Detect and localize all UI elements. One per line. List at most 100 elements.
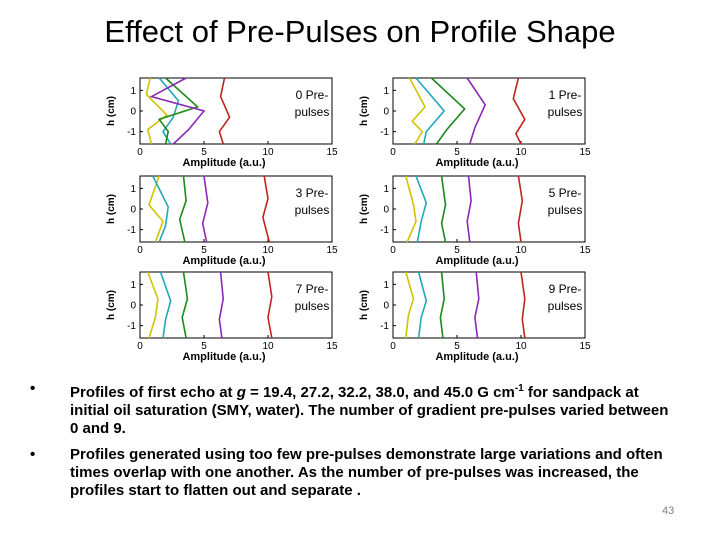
y-axis-label: h (cm): [359, 290, 370, 320]
y-tick-label: -1: [380, 225, 389, 236]
series-line: [430, 77, 466, 145]
series-line: [201, 175, 209, 243]
panel-label-line: pulses: [548, 203, 583, 217]
x-tick-label: 15: [579, 147, 591, 158]
bullet-text-part: = 19.4, 27.2, 32.2, 38.0, and 45.0 G cm: [245, 384, 515, 401]
x-tick-label: 10: [515, 147, 527, 158]
x-tick-label: 5: [454, 245, 460, 256]
x-tick-label: 0: [390, 341, 396, 352]
panel-label: 5 Pre-pulses: [548, 186, 583, 217]
x-tick-label: 10: [262, 341, 274, 352]
panel-label-line: pulses: [548, 299, 583, 313]
y-axis-label: h (cm): [106, 290, 117, 320]
y-tick-label: 0: [130, 205, 136, 216]
x-tick-label: 10: [262, 147, 274, 158]
y-tick-label: 1: [130, 86, 136, 97]
y-axis-label: h (cm): [106, 96, 117, 126]
panel-label-line: pulses: [295, 203, 330, 217]
series-line: [408, 77, 426, 145]
y-tick-label: 0: [383, 205, 389, 216]
panel-label-line: 5 Pre-: [549, 186, 582, 200]
y-tick-label: -1: [380, 127, 389, 138]
panel-label-line: 9 Pre-: [549, 282, 582, 296]
y-tick-label: 1: [130, 184, 136, 195]
bullet-text: Profiles generated using too few pre-pul…: [70, 446, 680, 500]
panel-label: 1 Pre-pulses: [548, 88, 583, 119]
panel-label-line: pulses: [295, 299, 330, 313]
x-tick-label: 0: [137, 245, 143, 256]
y-tick-label: 1: [383, 184, 389, 195]
series-line: [152, 175, 170, 243]
series-line: [405, 175, 417, 243]
series-line: [145, 77, 169, 145]
series-line: [178, 175, 187, 243]
x-axis-label: Amplitude (a.u.): [435, 255, 518, 267]
series-line: [267, 271, 273, 339]
panel-label-line: 3 Pre-: [296, 186, 329, 200]
y-tick-label: 1: [383, 280, 389, 291]
series-line: [474, 271, 480, 339]
x-axis-label: Amplitude (a.u.): [182, 255, 265, 267]
x-tick-label: 5: [454, 147, 460, 158]
x-tick-label: 15: [579, 341, 591, 352]
x-tick-label: 5: [201, 341, 207, 352]
y-tick-label: 0: [130, 301, 136, 312]
panel-label: 0 Pre-pulses: [295, 88, 330, 119]
plot-frame: [139, 77, 333, 145]
x-tick-label: 15: [579, 245, 591, 256]
series-line: [262, 175, 271, 243]
x-tick-label: 5: [454, 341, 460, 352]
x-tick-label: 0: [390, 147, 396, 158]
x-tick-label: 10: [262, 245, 274, 256]
y-axis-label: h (cm): [359, 96, 370, 126]
x-tick-label: 10: [515, 245, 527, 256]
x-tick-label: 0: [390, 245, 396, 256]
y-tick-label: -1: [127, 321, 136, 332]
bullet-text-part: g: [236, 384, 246, 401]
series-line: [146, 271, 159, 339]
x-tick-label: 15: [326, 341, 338, 352]
series-line: [218, 271, 225, 339]
series-line: [440, 175, 447, 243]
series-line: [512, 77, 526, 145]
y-axis-label: h (cm): [106, 194, 117, 224]
series-line: [466, 77, 487, 145]
x-tick-label: 0: [137, 341, 143, 352]
x-tick-label: 0: [137, 147, 143, 158]
x-axis-label: Amplitude (a.u.): [435, 157, 518, 169]
bullet-text: Profiles of first echo at g = 19.4, 27.2…: [70, 380, 680, 438]
x-tick-label: 5: [201, 147, 207, 158]
x-axis-label: Amplitude (a.u.): [182, 351, 265, 363]
series-line: [517, 175, 524, 243]
x-axis-label: Amplitude (a.u.): [435, 351, 518, 363]
panel-label-line: 1 Pre-: [549, 88, 582, 102]
series-line: [181, 271, 189, 339]
y-tick-label: 0: [383, 107, 389, 118]
series-line: [466, 175, 472, 243]
slide-number: 43: [662, 505, 675, 517]
series-line: [417, 271, 428, 339]
bullet-marker: •: [30, 380, 36, 397]
series-line: [158, 77, 180, 145]
series-line: [159, 271, 172, 339]
y-tick-label: 1: [383, 86, 389, 97]
series-line: [405, 271, 415, 339]
panel-label: 9 Pre-pulses: [548, 282, 583, 313]
bullet-marker: •: [30, 446, 36, 463]
panel-label-line: pulses: [548, 105, 583, 119]
series-line: [149, 77, 206, 145]
series-line: [439, 271, 446, 339]
bullet-text-part: Profiles of first echo at: [70, 384, 237, 401]
bullet-text-part: for sandpack at initial oil saturation (…: [70, 384, 669, 437]
slide-title: Effect of Pre-Pulses on Profile Shape: [104, 14, 616, 49]
panel-label-line: 7 Pre-: [296, 282, 329, 296]
series-line: [157, 77, 200, 145]
panel-label-line: 0 Pre-: [296, 88, 329, 102]
x-tick-label: 15: [326, 147, 338, 158]
